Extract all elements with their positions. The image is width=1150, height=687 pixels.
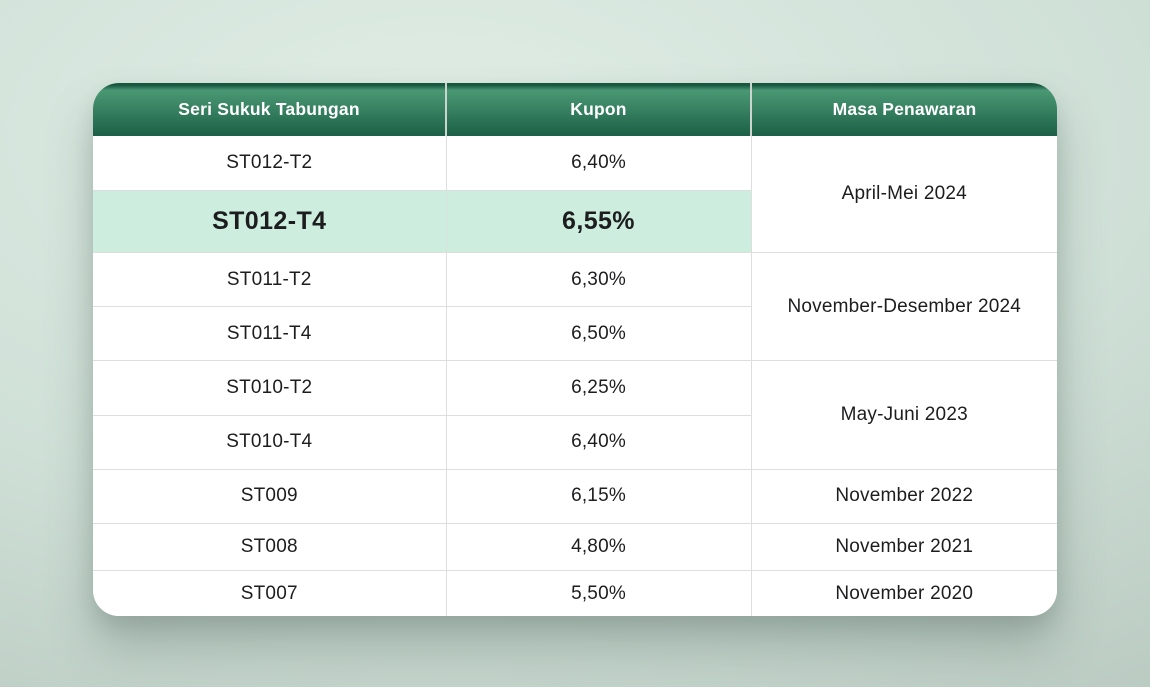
seri-cell: ST008	[93, 523, 446, 571]
masa-cell: November 2022	[750, 468, 1057, 524]
kupon-cell: 6,55%	[445, 189, 751, 253]
table-row: ST011-T4 6,50%	[93, 306, 1057, 361]
column-header-masa: Masa Penawaran	[750, 83, 1057, 136]
kupon-cell: 6,30%	[445, 251, 751, 307]
table-row: ST012-T4 6,55%	[93, 189, 1057, 253]
seri-cell: ST012-T4	[93, 189, 446, 253]
masa-cell: November 2020	[750, 570, 1057, 616]
sukuk-table-card: Seri Sukuk Tabungan Kupon Masa Penawaran…	[93, 83, 1057, 616]
kupon-cell: 6,15%	[445, 468, 751, 524]
table-row: ST008 4,80% November 2021	[93, 523, 1057, 571]
table-row: ST010-T4 6,40%	[93, 414, 1057, 470]
kupon-cell: 6,40%	[445, 136, 751, 191]
masa-cell: May-Juni 2023	[750, 360, 1057, 470]
sukuk-table: Seri Sukuk Tabungan Kupon Masa Penawaran…	[93, 83, 1057, 616]
seri-cell: ST009	[93, 468, 446, 524]
kupon-cell: 5,50%	[445, 570, 751, 616]
seri-cell: ST012-T2	[93, 136, 446, 191]
column-header-kupon: Kupon	[445, 83, 751, 136]
seri-cell: ST011-T2	[93, 251, 446, 307]
masa-cell: April-Mei 2024	[750, 136, 1057, 253]
seri-cell: ST010-T2	[93, 360, 446, 416]
masa-cell: November-Desember 2024	[750, 251, 1057, 361]
table-row: ST012-T2 6,40% April-Mei 2024	[93, 136, 1057, 253]
column-header-seri: Seri Sukuk Tabungan	[93, 83, 446, 136]
table-row: ST011-T2 6,30% November-Desember 2024	[93, 251, 1057, 361]
kupon-cell: 4,80%	[445, 523, 751, 571]
kupon-cell: 6,50%	[445, 306, 751, 361]
table-row: ST007 5,50% November 2020	[93, 570, 1057, 616]
table-row: ST009 6,15% November 2022	[93, 468, 1057, 524]
seri-cell: ST011-T4	[93, 306, 446, 361]
table-row: ST010-T2 6,25% May-Juni 2023	[93, 360, 1057, 470]
masa-cell: November 2021	[750, 523, 1057, 571]
kupon-cell: 6,25%	[445, 360, 751, 416]
kupon-cell: 6,40%	[445, 414, 751, 470]
table-body: ST012-T2 6,40% April-Mei 2024 ST012-T4 6,55%…	[93, 136, 1057, 616]
seri-cell: ST010-T4	[93, 414, 446, 470]
seri-cell: ST007	[93, 570, 446, 616]
table-header-row: Seri Sukuk Tabungan Kupon Masa Penawaran	[93, 83, 1057, 136]
